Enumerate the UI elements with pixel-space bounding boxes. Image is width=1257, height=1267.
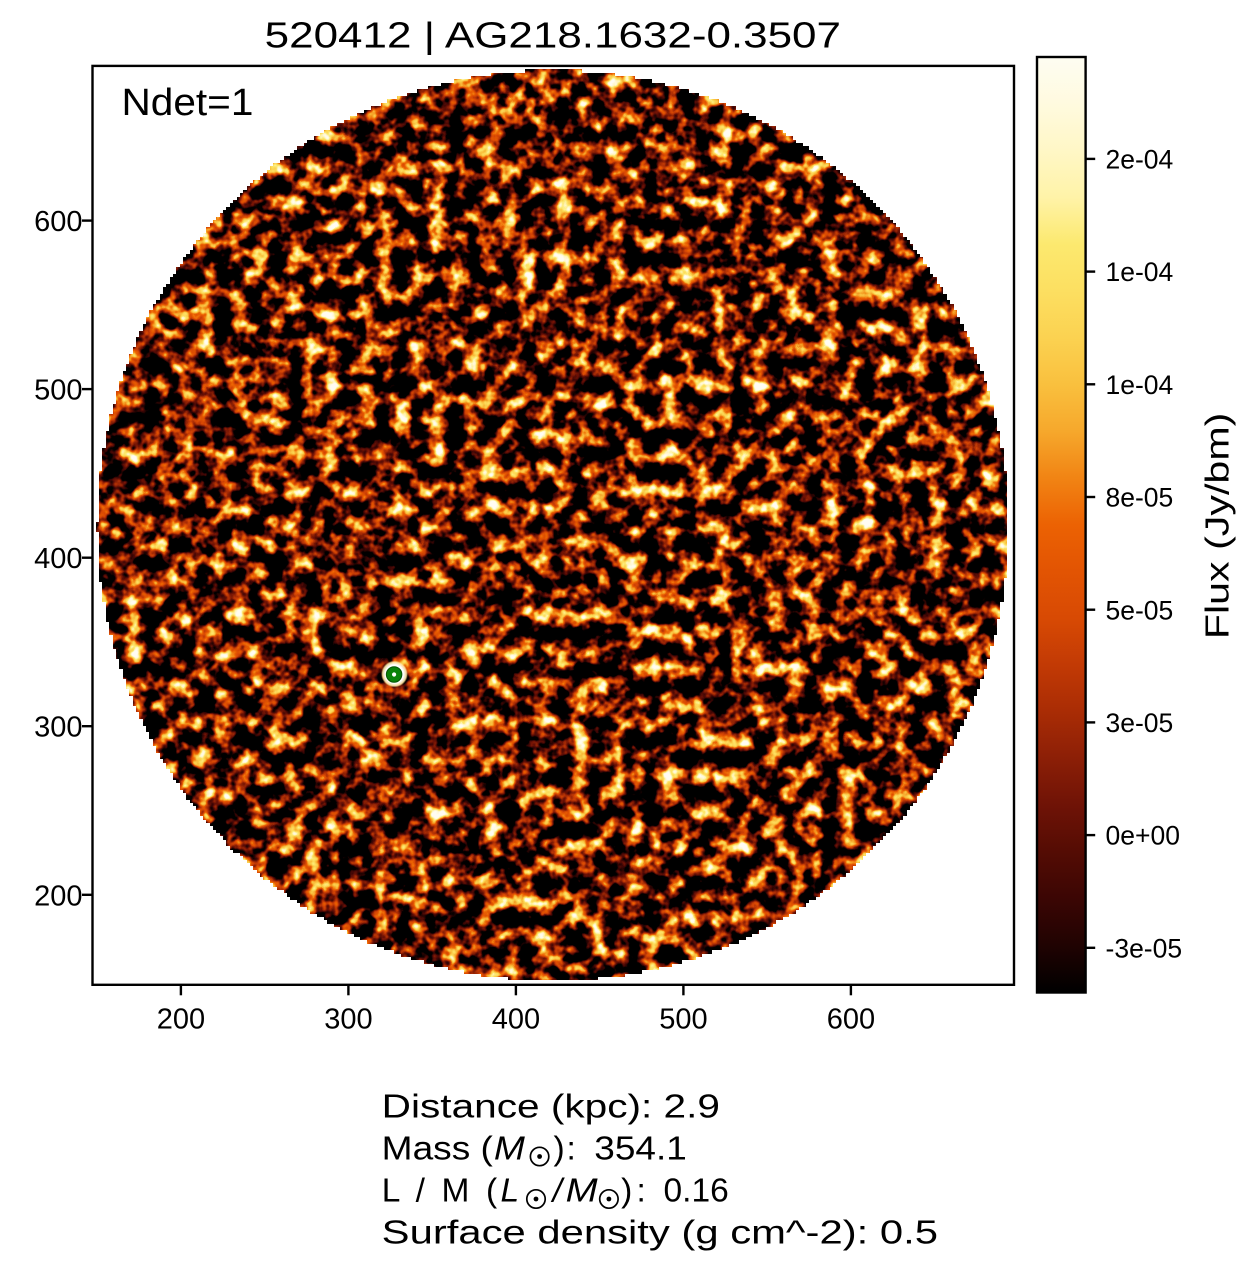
svg-text:Surface density (g cm^-2): 0.5: Surface density (g cm^-2): 0.5 bbox=[382, 1215, 938, 1252]
svg-text:500: 500 bbox=[659, 1004, 707, 1036]
svg-text:L: L bbox=[501, 1173, 520, 1210]
svg-text::: : bbox=[567, 1131, 576, 1168]
svg-text:M: M bbox=[566, 1173, 598, 1210]
svg-text:600: 600 bbox=[34, 206, 82, 238]
svg-text:0e+00: 0e+00 bbox=[1106, 821, 1180, 851]
svg-text:0.16: 0.16 bbox=[664, 1173, 729, 1210]
svg-text:300: 300 bbox=[34, 712, 82, 744]
svg-text:500: 500 bbox=[34, 375, 82, 407]
svg-text:200: 200 bbox=[157, 1004, 205, 1036]
svg-text:520412 | AG218.1632-0.3507: 520412 | AG218.1632-0.3507 bbox=[265, 16, 841, 56]
svg-text:200: 200 bbox=[34, 880, 82, 912]
svg-text:Distance (kpc): 2.9: Distance (kpc): 2.9 bbox=[382, 1089, 720, 1126]
svg-text:1e-04: 1e-04 bbox=[1106, 370, 1174, 400]
svg-text:/: / bbox=[551, 1173, 566, 1210]
svg-text:Ndet=1: Ndet=1 bbox=[122, 82, 254, 124]
svg-text:3e-05: 3e-05 bbox=[1106, 708, 1174, 738]
svg-text:): ) bbox=[554, 1131, 565, 1168]
svg-text:): ) bbox=[621, 1173, 632, 1210]
svg-text:-3e-05: -3e-05 bbox=[1106, 933, 1183, 963]
svg-text:354.1: 354.1 bbox=[594, 1131, 687, 1168]
svg-text:M: M bbox=[494, 1131, 525, 1168]
svg-text:Flux (Jy/bm): Flux (Jy/bm) bbox=[1200, 413, 1237, 640]
svg-text:600: 600 bbox=[827, 1004, 875, 1036]
svg-text:Mass (: Mass ( bbox=[382, 1131, 493, 1168]
svg-text:400: 400 bbox=[34, 543, 82, 575]
svg-text:5e-05: 5e-05 bbox=[1106, 595, 1174, 625]
svg-text:300: 300 bbox=[324, 1004, 372, 1036]
svg-text:2e-04: 2e-04 bbox=[1106, 145, 1174, 175]
svg-text::: : bbox=[637, 1173, 646, 1210]
svg-text:400: 400 bbox=[492, 1004, 540, 1036]
svg-text:8e-05: 8e-05 bbox=[1106, 483, 1174, 513]
svg-text:1e-04: 1e-04 bbox=[1106, 257, 1174, 287]
